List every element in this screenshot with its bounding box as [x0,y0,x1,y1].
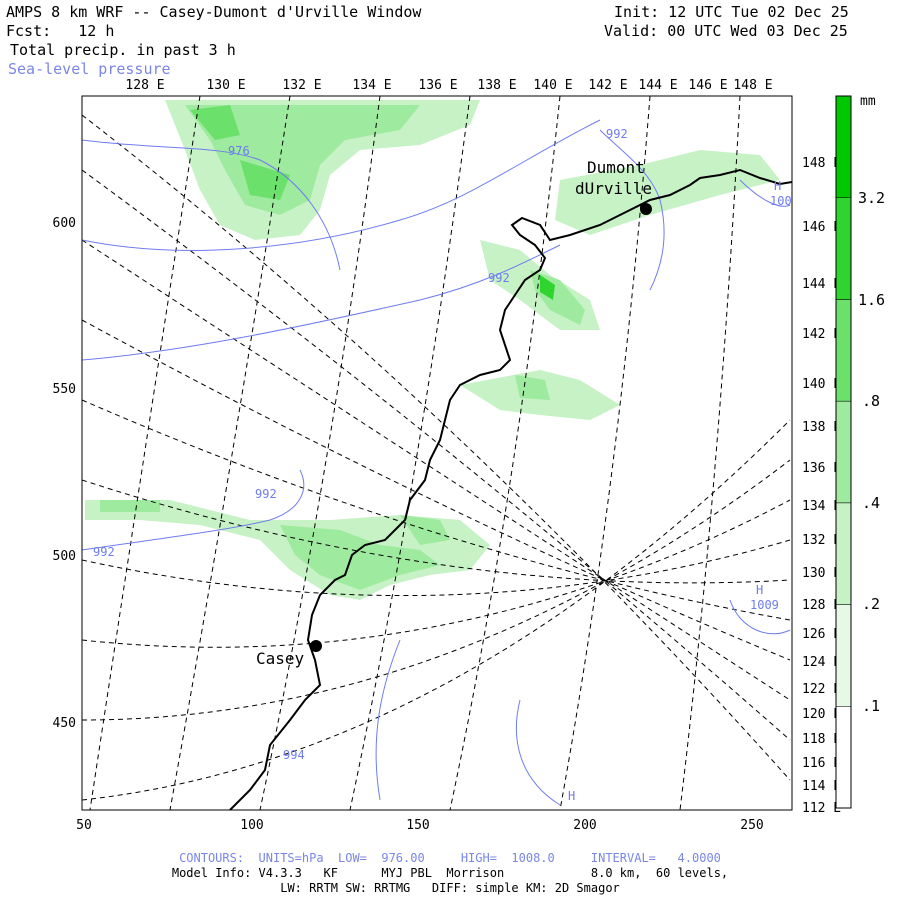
colorbar-band [835,197,852,300]
model-info-line1: Model Info: V4.3.3 KF MYJ PBL Morrison 8… [171,866,729,880]
lon-label: 148 E [733,78,772,93]
grid-label: 250 [740,818,763,833]
valid-time: Valid: 00 UTC Wed 03 Dec 25 [604,22,848,40]
isobar-labels: 976 992 992 992 992 994 H 1009 H H 100 [93,127,792,803]
lon-label: 146 E [688,78,727,93]
dumont-durville-marker [640,203,652,215]
lon-label: 118 E [802,732,841,747]
isobar-label: 994 [283,748,305,762]
colorbar-level: .2 [862,595,880,613]
colorbar: mm .1 .2 .4 .8 1.6 3.2 [835,94,885,809]
lon-label: 142 E [588,78,627,93]
colorbar-level: 1.6 [858,291,885,309]
isobar-label: 992 [606,127,628,141]
casey-marker [310,640,322,652]
y-grid-labels: 600 550 500 450 [53,216,76,731]
lon-label: 130 E [206,78,245,93]
isobar-label: 992 [488,271,510,285]
lon-label: 140 E [533,78,572,93]
isobar-label: 1009 [750,598,779,612]
station-label-dumont: Dumont [587,158,645,177]
coastline [229,168,792,810]
grid-label: 450 [53,716,76,731]
colorbar-band [835,95,852,198]
isobars [82,119,791,806]
precip-shading [85,100,780,600]
grid-label: 600 [53,216,76,231]
colorbar-level: 3.2 [858,189,885,207]
lon-label: 130 E [802,566,841,581]
model-info-line2: LW: RRTM SW: RRTMG DIFF: simple KM: 2D S… [280,881,620,895]
lon-label: 144 E [638,78,677,93]
colorbar-band [835,400,852,504]
x-grid-labels: 50 100 150 200 250 [76,818,764,833]
lon-label: 126 E [802,627,841,642]
lon-label: 132 E [802,533,841,548]
lon-label: 122 E [802,682,841,697]
colorbar-level: .1 [862,697,880,715]
lon-label: 120 E [802,707,841,722]
grid-label: 200 [573,818,596,833]
plot-frame [81,95,793,811]
lon-label: 144 E [802,277,841,292]
lon-label: 124 E [802,655,841,670]
overlay-label: Sea-level pressure [8,60,171,78]
forecast-hour: Fcst: 12 h [6,22,115,40]
colorbar-band [835,604,852,707]
lon-label: 138 E [802,420,841,435]
colorbar-band [835,299,852,402]
lon-label: 136 E [802,461,841,476]
isobar-label: 976 [228,144,250,158]
station-label-casey: Casey [256,649,305,668]
isobar-label: 992 [93,545,115,559]
colorbar-frame [835,95,852,809]
lon-label: 134 E [352,78,391,93]
colorbar-level: .4 [862,494,880,512]
lon-label: 114 E [802,779,841,794]
top-longitude-labels: 128 E 130 E 132 E 134 E 136 E 138 E 140 … [125,78,772,93]
station-markers [310,203,652,652]
colorbar-band [835,706,852,809]
colorbar-level-labels: .1 .2 .4 .8 1.6 3.2 [858,189,885,715]
lon-label: 148 E [802,156,841,171]
isobar-label: 100 [770,194,792,208]
lon-label: 128 E [125,78,164,93]
lon-label: 112 E [802,801,841,816]
isobar-label: H [568,789,575,803]
lon-label: 128 E [802,598,841,613]
lon-label: 134 E [802,499,841,514]
map-area [82,96,792,810]
isobar-label: H [774,179,781,193]
grid-label: 550 [53,382,76,397]
grid-label: 50 [76,818,92,833]
station-label-durville: dUrville [575,179,652,198]
lon-label: 140 E [802,377,841,392]
grid-label: 500 [53,549,76,564]
lon-label: 136 E [418,78,457,93]
lon-label: 116 E [802,756,841,771]
map-title: AMPS 8 km WRF -- Casey-Dumont d'Urville … [6,3,422,21]
lon-label: 146 E [802,220,841,235]
isobar-label: H [756,583,763,597]
field-label: Total precip. in past 3 h [10,41,236,59]
grid-label: 150 [406,818,429,833]
colorbar-band [835,502,852,605]
lon-label: 138 E [477,78,516,93]
colorbar-unit: mm [860,94,876,109]
grid-label: 100 [240,818,263,833]
lon-label: 142 E [802,327,841,342]
lon-label: 132 E [282,78,321,93]
contour-info: CONTOURS: UNITS=hPa LOW= 976.00 HIGH= 10… [179,851,721,865]
isobar-label: 992 [255,487,277,501]
colorbar-level: .8 [862,392,880,410]
init-time: Init: 12 UTC Tue 02 Dec 25 [614,3,849,21]
right-longitude-labels: 148 E 146 E 144 E 142 E 140 E 138 E 136 … [802,156,841,816]
